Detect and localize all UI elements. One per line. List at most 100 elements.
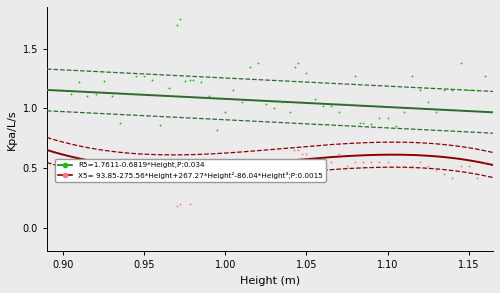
Point xyxy=(291,64,299,69)
Point xyxy=(100,79,108,83)
Point xyxy=(424,163,432,168)
Point xyxy=(238,100,246,105)
Point xyxy=(384,115,392,120)
Point xyxy=(92,92,100,96)
Point xyxy=(318,104,326,108)
Point xyxy=(473,88,481,93)
Point xyxy=(294,61,302,65)
Point xyxy=(298,151,306,156)
Point xyxy=(132,168,140,173)
Point xyxy=(294,148,302,152)
Point xyxy=(356,120,364,125)
Point xyxy=(400,163,408,168)
Point xyxy=(448,88,456,93)
Point xyxy=(132,74,140,79)
Point xyxy=(408,163,416,168)
Point xyxy=(246,64,254,69)
Point xyxy=(481,74,489,79)
Point xyxy=(473,175,481,180)
X-axis label: Height (m): Height (m) xyxy=(240,276,300,286)
Point xyxy=(335,110,343,114)
Point xyxy=(67,160,75,164)
Point xyxy=(148,77,156,82)
Point xyxy=(424,100,432,105)
Legend: R5=1.7611-0.6819*Height,P:0.034, X5= 93.85-275.56*Height+267.27*Height²-86.04*He: R5=1.7611-0.6819*Height,P:0.034, X5= 93.… xyxy=(55,159,326,182)
Point xyxy=(172,204,180,209)
Point xyxy=(416,88,424,93)
Point xyxy=(392,163,400,168)
Point xyxy=(214,172,222,176)
Point xyxy=(100,163,108,168)
Point xyxy=(360,160,368,164)
Point xyxy=(262,101,270,106)
Point xyxy=(197,168,205,173)
Point xyxy=(327,160,335,164)
Point xyxy=(392,124,400,129)
Point xyxy=(116,160,124,164)
Point xyxy=(262,160,270,164)
Point xyxy=(376,115,384,120)
Point xyxy=(205,94,213,99)
Point xyxy=(222,163,230,168)
Point xyxy=(456,61,464,65)
Point xyxy=(205,163,213,168)
Point xyxy=(181,79,189,83)
Point xyxy=(302,70,310,75)
Point xyxy=(408,74,416,79)
Point xyxy=(335,151,343,156)
Point xyxy=(278,168,286,173)
Point xyxy=(124,163,132,168)
Point xyxy=(327,104,335,108)
Point xyxy=(254,61,262,65)
Point xyxy=(360,120,368,125)
Point xyxy=(197,80,205,84)
Point xyxy=(400,110,408,114)
Point xyxy=(376,160,384,164)
Point xyxy=(384,160,392,164)
Y-axis label: Kpa/L/s: Kpa/L/s xyxy=(7,109,17,149)
Point xyxy=(290,148,298,152)
Point xyxy=(310,96,318,101)
Point xyxy=(116,120,124,125)
Point xyxy=(351,74,359,79)
Point xyxy=(76,80,84,84)
Point xyxy=(156,163,164,168)
Point xyxy=(176,201,184,206)
Point xyxy=(181,168,189,173)
Point xyxy=(286,110,294,114)
Point xyxy=(230,168,237,173)
Point xyxy=(318,160,326,164)
Point xyxy=(368,160,376,164)
Point xyxy=(464,163,472,168)
Point xyxy=(230,88,237,93)
Point xyxy=(164,86,172,91)
Point xyxy=(186,201,194,206)
Point xyxy=(108,94,116,99)
Point xyxy=(464,88,472,93)
Point xyxy=(254,172,262,176)
Point xyxy=(440,88,448,93)
Point xyxy=(246,172,254,176)
Point xyxy=(286,160,294,164)
Point xyxy=(440,172,448,176)
Point xyxy=(164,160,172,164)
Point xyxy=(222,110,230,114)
Point xyxy=(270,106,278,111)
Point xyxy=(189,163,197,168)
Point xyxy=(481,160,489,164)
Point xyxy=(343,101,351,106)
Point xyxy=(186,77,194,82)
Point xyxy=(189,77,197,82)
Point xyxy=(124,92,132,96)
Point xyxy=(176,16,184,21)
Point xyxy=(214,127,222,132)
Point xyxy=(310,160,318,164)
Point xyxy=(270,160,278,164)
Point xyxy=(456,163,464,168)
Point xyxy=(156,123,164,127)
Point xyxy=(351,160,359,164)
Point xyxy=(278,100,286,105)
Point xyxy=(67,92,75,96)
Point xyxy=(84,94,92,99)
Point xyxy=(368,122,376,126)
